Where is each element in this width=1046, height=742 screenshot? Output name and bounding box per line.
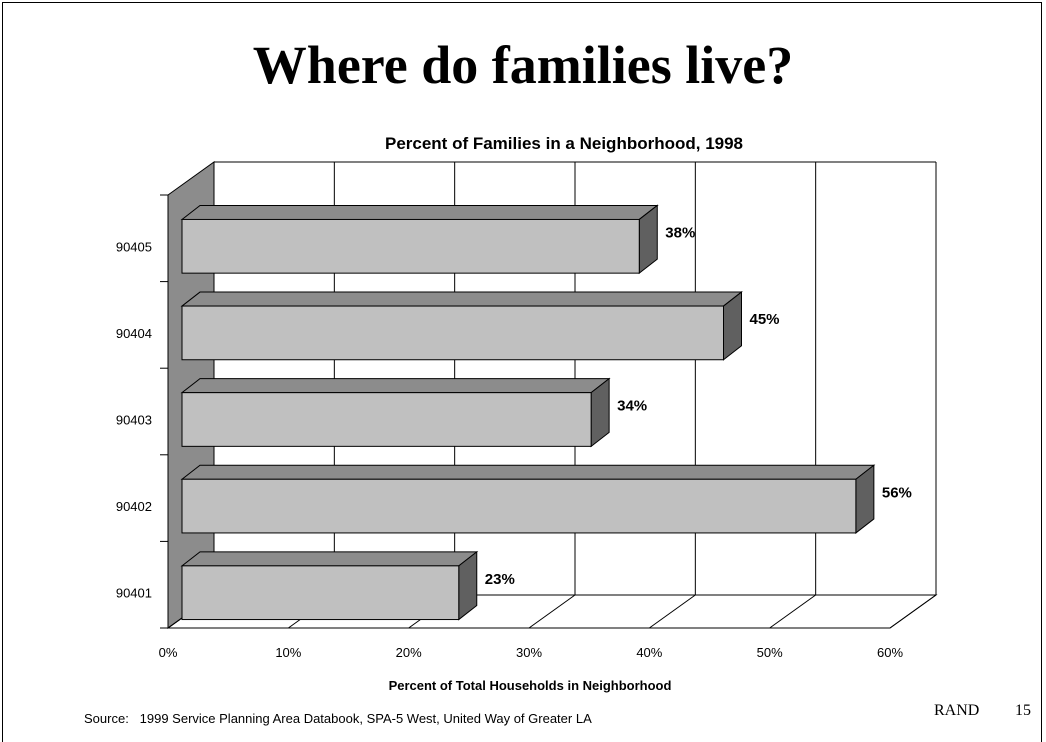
data-label: 56% bbox=[882, 484, 912, 501]
bar-90405 bbox=[180, 204, 659, 275]
bar-top-face bbox=[180, 291, 743, 307]
data-label: 45% bbox=[750, 311, 780, 328]
data-label: 38% bbox=[665, 224, 695, 241]
gridline-floor bbox=[649, 594, 696, 629]
gridline-floor bbox=[769, 594, 816, 629]
bar-front-face bbox=[181, 392, 592, 447]
x-tick-label: 60% bbox=[877, 645, 903, 660]
bar-90402 bbox=[180, 464, 876, 534]
bar-front-face bbox=[181, 565, 460, 621]
gridline-floor bbox=[528, 594, 576, 629]
bar-front-face bbox=[181, 478, 857, 534]
bar-front-face bbox=[181, 218, 640, 274]
x-tick-label: 40% bbox=[636, 645, 662, 660]
x-tick-label: 30% bbox=[516, 645, 542, 660]
source-note: Source: 1999 Service Planning Area Datab… bbox=[84, 711, 592, 726]
x-tick-label: 10% bbox=[275, 645, 301, 660]
y-tick-label: 90405 bbox=[116, 239, 152, 254]
y-tick-label: 90401 bbox=[116, 586, 152, 601]
x-axis-label: Percent of Total Households in Neighborh… bbox=[389, 678, 672, 693]
x-tick-label: 0% bbox=[159, 645, 178, 660]
gridline-floor bbox=[889, 594, 937, 629]
bar-front-face bbox=[181, 305, 724, 361]
data-label: 34% bbox=[617, 398, 647, 415]
bar-90403 bbox=[180, 377, 611, 448]
y-tick-label: 90404 bbox=[116, 326, 152, 341]
chart-axes: 0% 10% 20% 30% 40% 50% 60% 90401 90402 90403 90404… bbox=[116, 194, 903, 660]
bar-top-face bbox=[180, 464, 876, 480]
bar-top-face bbox=[180, 204, 659, 220]
bar-top-face bbox=[180, 378, 611, 394]
chart-bars: 23% 56% 34% 45% 38% bbox=[180, 204, 912, 621]
chart-title: Percent of Families in a Neighborhood, 1… bbox=[385, 134, 743, 153]
bar-90404 bbox=[180, 291, 743, 361]
bar-chart: 23% 56% 34% 45% 38% 0% 10% 20% 30% 40% 50% 60% 9040… bbox=[116, 134, 938, 693]
slide-title: Where do families live? bbox=[252, 35, 794, 95]
bar-90401 bbox=[180, 550, 479, 621]
x-tick-label: 20% bbox=[396, 645, 422, 660]
y-tick-label: 90402 bbox=[116, 499, 152, 514]
page-number: 15 bbox=[1015, 702, 1031, 719]
x-tick-label: 50% bbox=[757, 645, 783, 660]
org-label: RAND bbox=[934, 702, 980, 719]
y-tick-label: 90403 bbox=[116, 413, 152, 428]
data-label: 23% bbox=[485, 571, 515, 588]
bar-top-face bbox=[180, 551, 479, 567]
